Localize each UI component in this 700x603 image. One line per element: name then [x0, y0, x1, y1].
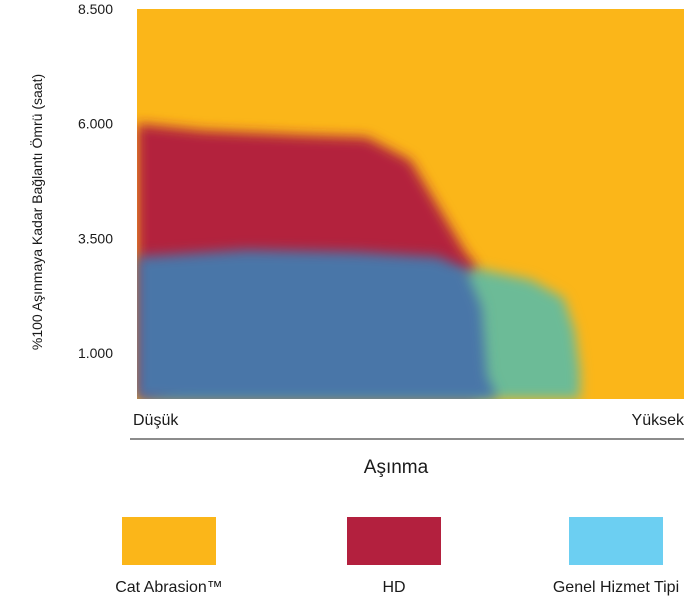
y-tick-label: 1.000 [78, 345, 113, 361]
legend-label-genel-hizmet-tipi: Genel Hizmet Tipi [553, 579, 679, 596]
legend-swatch-genel-hizmet-tipi [569, 517, 663, 565]
y-tick-label: 3.500 [78, 230, 113, 246]
region-overlap-3 [137, 249, 499, 399]
y-axis-label: %100 Aşınmaya Kadar Bağlantı Ömrü (saat) [28, 74, 45, 350]
y-axis-ticks: 1.000 3.500 6.000 8.500 [78, 1, 113, 361]
legend-swatch-cat-abrasion [122, 517, 216, 565]
legend-label-hd: HD [382, 579, 405, 596]
y-tick-label: 8.500 [78, 1, 113, 17]
legend-label-cat-abrasion: Cat Abrasion™ [115, 579, 223, 596]
x-tick-high: Yüksek [632, 412, 685, 429]
x-axis-label: Aşınma [364, 457, 429, 478]
legend: Cat Abrasion™ HD Genel Hizmet Tipi [115, 517, 679, 596]
plot-area [137, 9, 684, 399]
x-tick-low: Düşük [133, 412, 179, 429]
legend-swatch-hd [347, 517, 441, 565]
y-tick-label: 6.000 [78, 116, 113, 132]
